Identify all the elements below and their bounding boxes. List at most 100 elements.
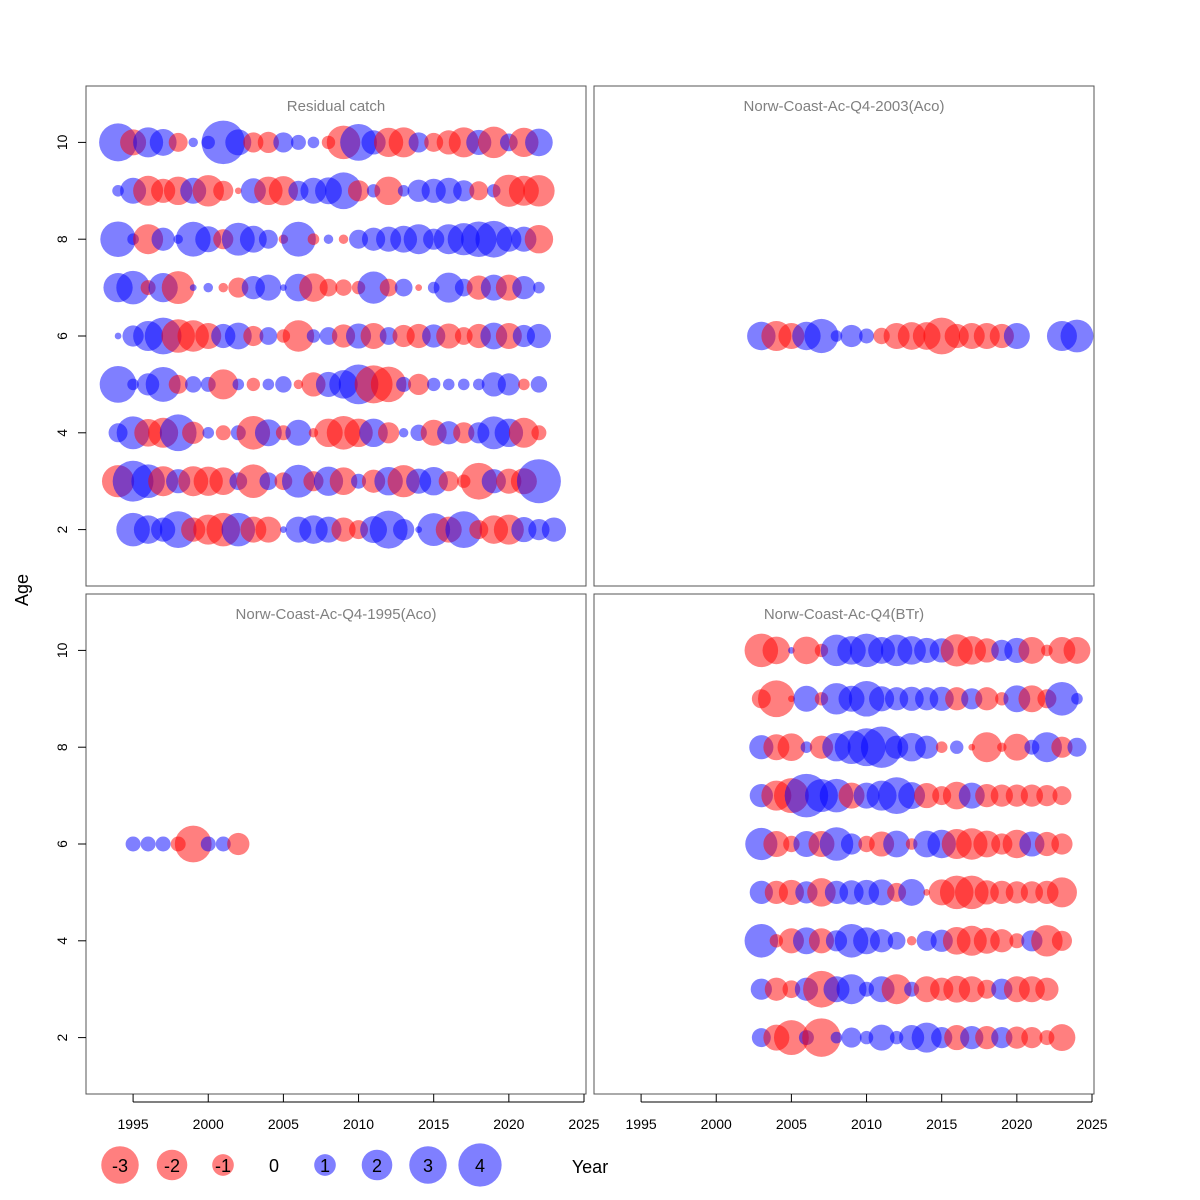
panel-bottom-right: Norw-Coast-Ac-Q4(BTr): [593, 593, 1095, 1095]
residual-bubble: [1071, 692, 1083, 705]
residual-bubble: [923, 889, 931, 896]
residual-bubble: [869, 929, 894, 953]
residual-bubble: [189, 284, 197, 291]
residual-bubble: [788, 695, 795, 703]
residual-bubble: [887, 931, 906, 950]
residual-bubble: [127, 378, 139, 391]
residual-bubble: [377, 422, 400, 444]
residual-bubble: [1020, 784, 1044, 807]
residual-bubble: [325, 172, 362, 210]
y-tick-label: 4: [54, 429, 70, 437]
residual-bubble: [213, 180, 234, 201]
residual-bubble: [282, 320, 315, 352]
residual-bubble: [281, 464, 315, 498]
panel-title: Residual catch: [287, 98, 385, 115]
residual-bubble: [793, 685, 820, 712]
residual-bubble: [800, 741, 813, 754]
panel-title: Norw-Coast-Ac-Q4(BTr): [764, 606, 924, 623]
residual-bubble: [442, 378, 455, 391]
residual-bubble: [802, 1018, 841, 1057]
panels-layer: Residual catch 2 4 6 8 10 Norw-Coast-Ac-Q4-200…: [54, 85, 1095, 1095]
residual-bubble: [168, 374, 188, 394]
residual-bubble: [255, 274, 282, 301]
residual-bubble: [397, 184, 410, 197]
residual-bubble: [512, 275, 536, 300]
residual-bubble: [218, 282, 229, 293]
residual-bubble: [497, 373, 520, 396]
panel-top-left: Residual catch 2 4 6 8 10: [54, 85, 587, 587]
residual-bubble: [203, 282, 213, 293]
residual-bubble: [436, 323, 462, 349]
residual-bubble: [285, 419, 312, 446]
residual-bubble: [396, 376, 412, 392]
residual-bubble: [174, 825, 212, 863]
residual-bubble: [971, 732, 1002, 763]
residual-bubble: [338, 234, 349, 244]
y-tick-label: 2: [54, 525, 70, 533]
residual-bubble: [1003, 323, 1030, 349]
residual-bubble: [243, 325, 264, 347]
residual-bubble: [541, 517, 567, 542]
residual-bubble: [914, 783, 940, 809]
residual-bubble: [531, 425, 547, 441]
residual-bubble: [293, 379, 304, 390]
residual-bubble: [1018, 685, 1046, 713]
residual-bubble: [398, 428, 409, 438]
residual-bubble: [974, 638, 999, 663]
residual-bubble: [335, 279, 352, 296]
x-tick-label: 2000: [701, 1116, 732, 1132]
residual-bubble: [525, 128, 553, 157]
residual-bubble: [1063, 636, 1091, 664]
residual-bubble: [763, 831, 790, 857]
residual-bubble: [329, 467, 358, 496]
legend-label: 2: [372, 1156, 382, 1176]
residual-bubble: [868, 879, 895, 906]
residual-bubble: [215, 425, 231, 441]
residual-bubble: [99, 366, 137, 403]
residual-bubble: [1031, 925, 1063, 957]
residual-bubble: [100, 221, 136, 257]
x-tick-label: 2005: [776, 1116, 807, 1132]
residual-bubble: [168, 132, 188, 152]
residual-bubble: [259, 327, 278, 345]
residual-bubble: [472, 378, 485, 391]
residual-bubble: [145, 366, 181, 402]
legend-bubble: [156, 1149, 188, 1181]
residual-bubble: [1009, 933, 1025, 949]
y-tick-label: 8: [54, 235, 70, 243]
residual-bubble: [357, 271, 390, 304]
legend-bubble: [212, 1154, 234, 1176]
x-tick-label: 2020: [493, 1116, 524, 1132]
legend-bubble: [458, 1143, 502, 1187]
residual-bubble: [388, 127, 419, 158]
residual-bubble: [188, 137, 198, 148]
x-tick-label: 2020: [1001, 1116, 1032, 1132]
y-tick-label: 8: [54, 743, 70, 751]
residual-bubble: [202, 426, 215, 439]
residual-bubble: [808, 928, 835, 954]
legend-label: -3: [112, 1156, 128, 1176]
residual-bubble: [268, 176, 299, 206]
legend-bubble: [409, 1146, 447, 1184]
residual-bubble: [151, 227, 175, 251]
residual-bubble: [419, 466, 448, 496]
bubble-size-legend: -3 -2 -1 0 1 2 3 4: [101, 1143, 502, 1187]
residual-bubble: [945, 687, 969, 711]
residual-bubble: [1005, 1026, 1028, 1049]
residual-bubble: [125, 836, 141, 852]
residual-bubble: [757, 680, 795, 718]
x-tick-label: 1995: [118, 1116, 149, 1132]
residual-bubble: [453, 422, 475, 444]
x-tick-label: 2010: [851, 1116, 882, 1132]
y-tick-label: 6: [54, 840, 70, 848]
residual-bubble: [764, 977, 788, 1001]
residual-bubble: [234, 187, 242, 195]
residual-bubble: [116, 270, 150, 305]
residual-bubble: [347, 180, 370, 202]
residual-bubble: [975, 687, 999, 711]
residual-bubble: [744, 924, 779, 958]
residual-bubble: [881, 974, 912, 1005]
x-tick-label: 2000: [193, 1116, 224, 1132]
legend-bubble: [101, 1146, 139, 1184]
